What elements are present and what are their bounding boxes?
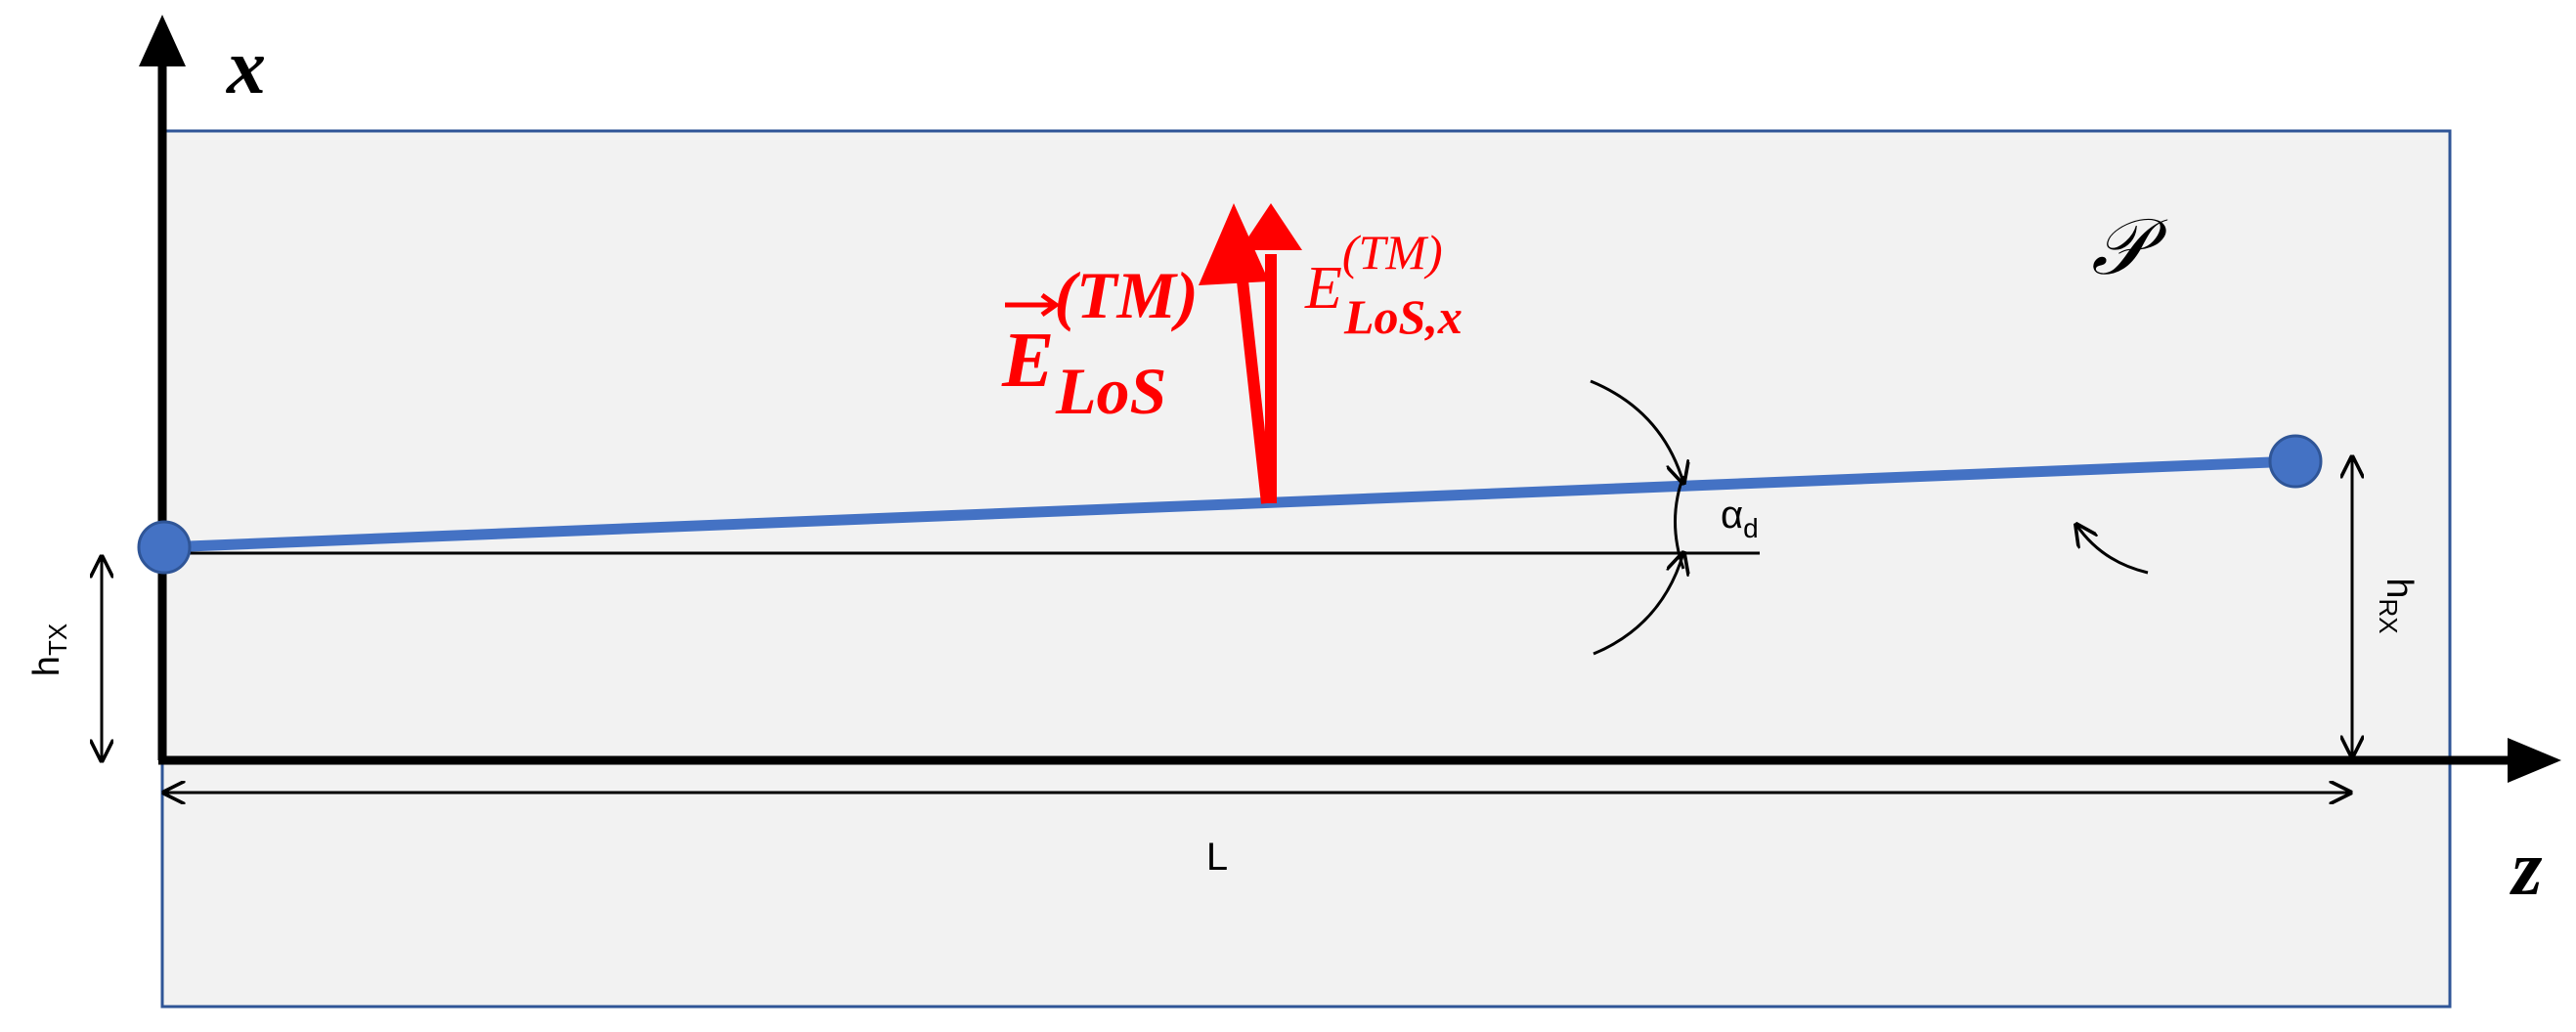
rx-height-label: hRX bbox=[2374, 578, 2420, 633]
angle-arc bbox=[1590, 379, 1683, 483]
field-vector-head bbox=[1199, 203, 1269, 285]
label-base: h bbox=[26, 656, 67, 676]
tx-node bbox=[137, 520, 192, 575]
rx-node bbox=[2268, 434, 2323, 489]
x-axis-arrow bbox=[139, 15, 186, 66]
label-subscript: LoS,x bbox=[1343, 289, 1463, 344]
z-axis-arrow bbox=[2508, 738, 2561, 783]
rotation-arrow bbox=[2076, 525, 2149, 575]
label-subscript: d bbox=[1743, 513, 1759, 543]
label-subscript: LoS bbox=[1055, 354, 1166, 428]
z-axis-label: z bbox=[2509, 826, 2542, 912]
label-subscript: RX bbox=[2374, 599, 2403, 634]
label-base: α bbox=[1721, 494, 1743, 537]
field-vector-arrow bbox=[1234, 253, 1273, 504]
tx-height-label: hTX bbox=[26, 624, 72, 676]
angle-arc bbox=[1593, 553, 1683, 656]
label-base: h bbox=[2379, 578, 2420, 598]
field-component-head bbox=[1240, 203, 1302, 250]
x-axis-label: x bbox=[226, 24, 266, 110]
label-base: E bbox=[1304, 255, 1342, 322]
field-vector-label: E(TM) LoS bbox=[1001, 258, 1199, 428]
field-component-label: E(TM) LoS,x bbox=[1304, 225, 1463, 344]
label-base: E bbox=[1001, 318, 1054, 404]
los-line bbox=[163, 455, 2296, 553]
label-superscript: (TM) bbox=[1054, 258, 1198, 332]
angle-bracket bbox=[1674, 475, 1685, 570]
distance-label: L bbox=[1206, 836, 1228, 879]
label-subscript: TX bbox=[43, 624, 72, 656]
plane bbox=[160, 129, 2452, 1009]
label-superscript: (TM) bbox=[1342, 225, 1443, 280]
angle-label: αd bbox=[1721, 494, 1759, 543]
vector-overarrow bbox=[1005, 292, 1061, 318]
